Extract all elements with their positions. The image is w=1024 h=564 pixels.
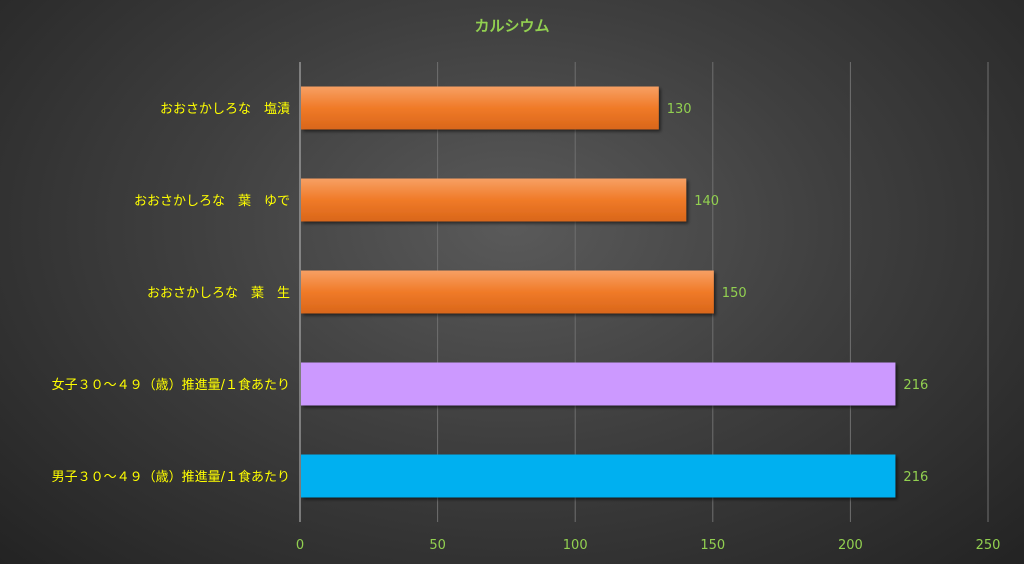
x-tick-label: 250	[976, 538, 1001, 553]
chart-title: カルシウム	[474, 17, 549, 35]
data-label: 130	[667, 102, 692, 117]
category-label: おおさかしろな 葉 生	[147, 286, 290, 301]
x-tick-label: 200	[838, 538, 863, 553]
x-tick-label: 50	[429, 538, 446, 553]
category-label: おおさかしろな 葉 ゆで	[134, 194, 290, 209]
labels: 0 50 100 150 200 250 おおさかしろな 塩漬 130 おおさかしろな 葉 ゆで…	[52, 102, 1001, 553]
data-label: 140	[694, 194, 719, 209]
data-label: 150	[722, 286, 747, 301]
category-label: おおさかしろな 塩漬	[160, 102, 290, 117]
x-tick-label: 150	[700, 538, 725, 553]
category-label: 女子３０～４９（歳）推進量/１食あたり	[52, 377, 290, 393]
data-label: 216	[903, 470, 928, 485]
bar	[301, 454, 896, 498]
x-tick-label: 0	[296, 538, 304, 553]
category-label: 男子３０～４９（歳）推進量/１食あたり	[52, 469, 290, 485]
bar	[301, 86, 659, 130]
bar	[301, 362, 896, 406]
bar	[301, 270, 714, 314]
bar	[301, 178, 687, 222]
bars	[301, 86, 896, 498]
x-tick-label: 100	[563, 538, 588, 553]
data-label: 216	[903, 378, 928, 393]
